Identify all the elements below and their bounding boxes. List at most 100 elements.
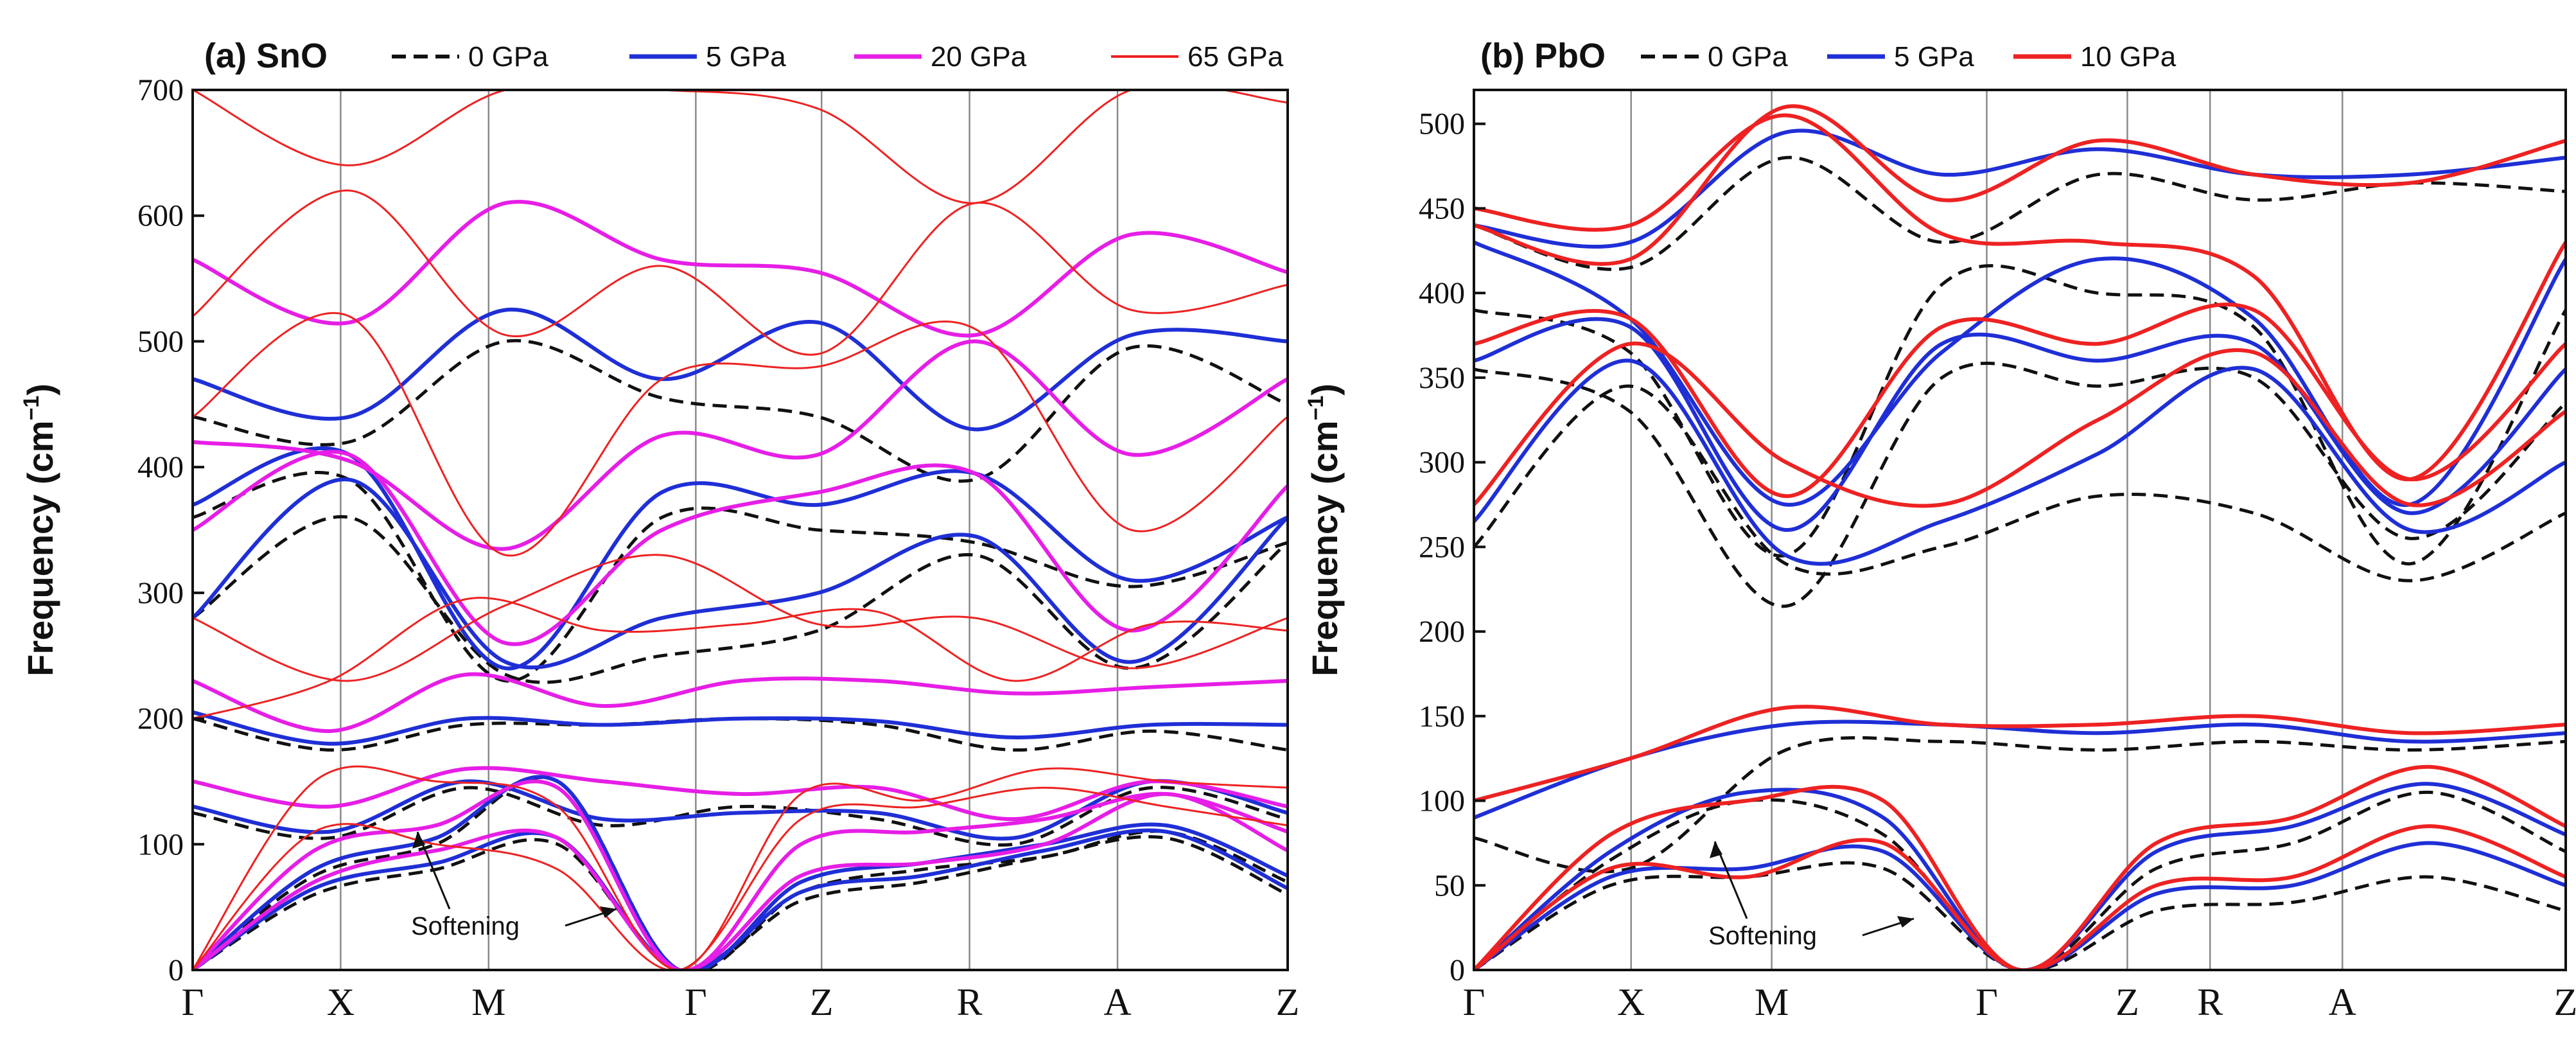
band-65gpa-6 — [193, 90, 1288, 204]
band-0gpa-4 — [193, 515, 1288, 684]
kpoint-label: R — [957, 981, 983, 1023]
y-axis-label: Frequency (cm−1) — [1304, 384, 1345, 676]
band-65gpa-2 — [193, 597, 1288, 720]
y-tick-label: 200 — [1419, 615, 1465, 649]
band-65gpa-3 — [193, 554, 1288, 682]
band-0gpa-1 — [193, 775, 1288, 970]
band-lines — [1474, 104, 2566, 970]
band-10gpa-6 — [1474, 113, 2566, 482]
band-5gpa-5 — [193, 446, 1288, 671]
kpoint-label: Z — [1276, 981, 1300, 1023]
y-tick-label: 300 — [1419, 446, 1465, 480]
panel-sno: 0 100 200 300 400 500 600 700 Γ X M Γ Z R A Z Frequency … — [19, 37, 1299, 1023]
kpoint-label: Γ — [1976, 981, 1998, 1023]
panel-pbo: 0 50 100 150 200 250 300 350 400 450 500 Γ X M Γ Z R A Z Fr… — [1304, 37, 2576, 1023]
kpoint-label: Γ — [182, 981, 204, 1023]
band-5gpa-4 — [193, 477, 1288, 670]
band-5gpa-6 — [193, 307, 1288, 432]
y-axis-label-close: ) — [1304, 384, 1345, 396]
band-5gpa-3 — [193, 710, 1288, 746]
kpoint-label: Z — [810, 981, 834, 1023]
y-axis-label-main: Frequency (cm — [1304, 421, 1345, 676]
kpoint-label: X — [327, 981, 355, 1023]
softening-arrowhead-left — [1710, 842, 1722, 858]
band-0gpa-0 — [193, 834, 1288, 970]
band-5gpa-1 — [193, 775, 1288, 970]
kpoint-label: A — [1103, 981, 1131, 1023]
kpoint-label: Γ — [685, 981, 707, 1023]
band-20gpa-3 — [193, 672, 1288, 734]
y-axis-label-exponent: −1 — [1304, 396, 1328, 421]
y-tick-label: 300 — [137, 576, 184, 610]
panel-title: (a) SnO — [204, 37, 328, 75]
band-0gpa-0 — [1474, 861, 2566, 970]
band-5gpa-3 — [1474, 358, 2566, 566]
y-tick-label: 100 — [137, 827, 184, 861]
band-5gpa-2 — [193, 779, 1288, 841]
kpoint-label: R — [2197, 981, 2223, 1023]
y-tick-label: 700 — [137, 73, 184, 107]
kpoint-label: Γ — [1463, 981, 1485, 1023]
legend-label: 10 GPa — [2080, 41, 2177, 73]
y-tick-label: 500 — [137, 324, 184, 358]
band-20gpa-2 — [193, 766, 1288, 822]
softening-annotation: Softening — [411, 912, 520, 940]
band-5gpa-5 — [1474, 240, 2566, 507]
y-tick-label: 0 — [168, 953, 184, 987]
band-65gpa-0 — [193, 786, 1288, 970]
band-0gpa-5 — [193, 471, 1288, 683]
band-65gpa-4 — [193, 312, 1288, 557]
band-0gpa-3 — [1474, 384, 2566, 583]
legend-label: 5 GPa — [1894, 41, 1974, 73]
legend-label: 20 GPa — [931, 41, 1027, 73]
kpoint-label: Z — [2554, 981, 2576, 1023]
softening-arrowhead-right — [600, 906, 617, 918]
y-tick-label: 0 — [1450, 953, 1465, 987]
y-axis-label-close: ) — [20, 384, 60, 396]
y-tick-label: 450 — [1419, 191, 1465, 225]
band-5gpa-4 — [1474, 317, 2566, 533]
y-axis-label: Frequency (cm−1) — [19, 384, 60, 676]
band-10gpa-3 — [1474, 341, 2566, 508]
plot-frame — [1473, 89, 2567, 971]
legend-label: 0 GPa — [468, 41, 548, 73]
band-0gpa-5 — [1474, 264, 2566, 566]
kpoint-label: M — [471, 981, 505, 1023]
y-tick-label: 600 — [137, 199, 184, 233]
y-tick-label: 400 — [1419, 276, 1465, 310]
softening-annotation: Softening — [1708, 922, 1817, 950]
y-tick-label: 100 — [1419, 784, 1465, 818]
band-10gpa-2 — [1474, 705, 2566, 803]
panel-title: (b) PbO — [1480, 37, 1606, 75]
y-tick-label: 200 — [137, 702, 184, 736]
band-20gpa-6 — [193, 200, 1288, 338]
kpoint-label: A — [2329, 981, 2356, 1023]
band-65gpa-5 — [193, 190, 1288, 356]
band-5gpa-6 — [1474, 128, 2566, 249]
y-tick-label: 500 — [1419, 107, 1465, 141]
kpoint-label: X — [1617, 981, 1645, 1023]
legend-label: 65 GPa — [1187, 41, 1284, 73]
band-10gpa-4 — [1474, 302, 2566, 498]
kpoint-label: Z — [2116, 981, 2139, 1023]
band-65gpa-1 — [193, 765, 1288, 970]
y-tick-label: 400 — [137, 450, 184, 484]
band-lines — [193, 90, 1288, 970]
kpoint-label: M — [1755, 981, 1789, 1023]
softening-arrowhead-right — [1897, 916, 1914, 928]
y-tick-label: 350 — [1419, 361, 1465, 395]
plot-frame — [191, 89, 1289, 971]
band-20gpa-0 — [193, 791, 1288, 970]
y-tick-label: 250 — [1419, 530, 1465, 564]
y-tick-label: 50 — [1434, 868, 1465, 903]
legend-label: 5 GPa — [706, 41, 786, 73]
y-tick-label: 150 — [1419, 700, 1465, 734]
y-axis-label-main: Frequency (cm — [20, 421, 60, 676]
legend-label: 0 GPa — [1708, 41, 1788, 73]
softening-arrowhead-left — [412, 832, 425, 849]
band-20gpa-1 — [193, 779, 1288, 970]
band-0gpa-6 — [193, 339, 1288, 483]
band-10gpa-5 — [1474, 104, 2566, 266]
y-axis-label-exponent: −1 — [19, 396, 44, 421]
